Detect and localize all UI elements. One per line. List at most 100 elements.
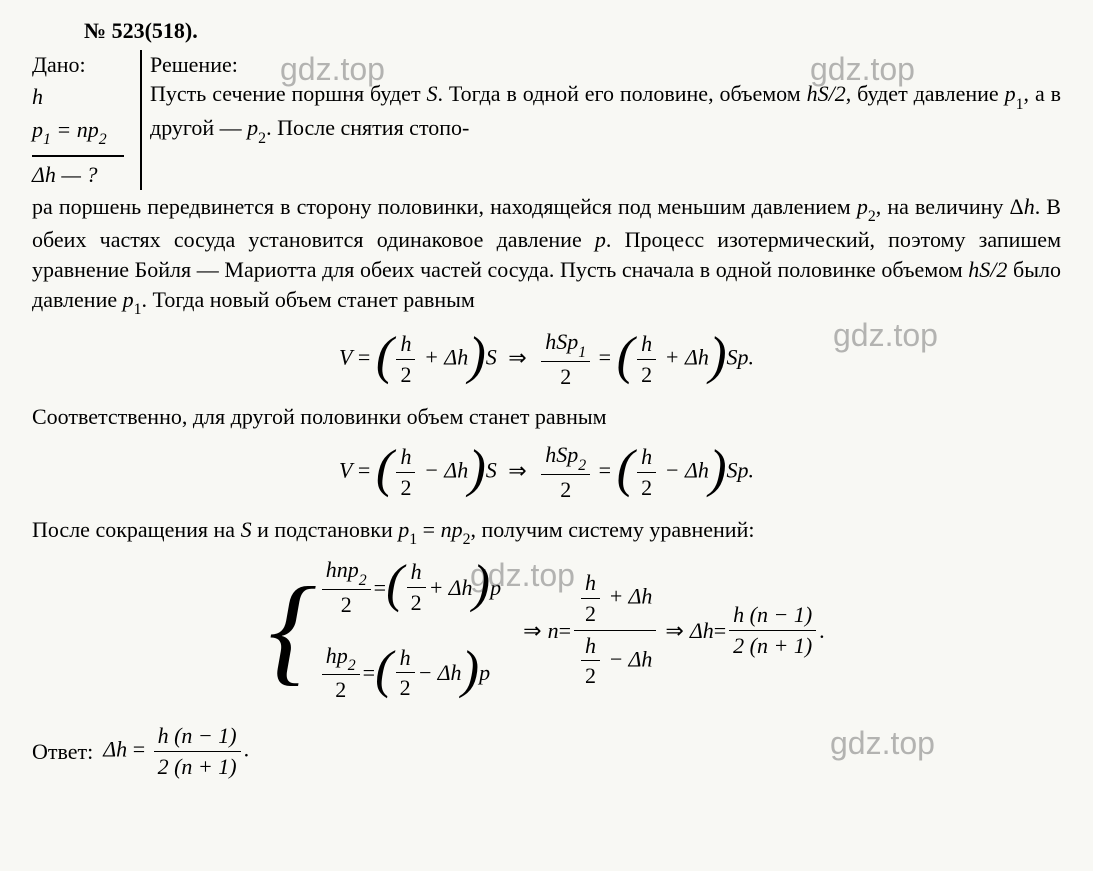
system-of-equations: { hnp22 = (h2 + Δh)p hp22 = (h2 − Δh)p ⇒… (32, 552, 1061, 709)
frac-h-2: h2 (396, 442, 415, 503)
num: hSp (545, 442, 578, 467)
question-mark: — ? (56, 162, 98, 187)
num-h: h (396, 329, 415, 360)
given-heading: Дано: (32, 50, 132, 80)
num: hp2 (322, 641, 360, 676)
frac-h-2: h2 (637, 442, 656, 503)
hp: hp (326, 643, 348, 668)
paragraph-2: Соответственно, для другой половинки объ… (32, 402, 1061, 432)
paren-l: ( (386, 549, 404, 620)
sub-1: 1 (43, 131, 51, 148)
frac-h-2: h2 (396, 643, 415, 704)
var-S: S (486, 458, 497, 483)
equals: = (593, 458, 616, 483)
paren-r: ) (462, 635, 480, 706)
paren-r: ) (709, 321, 727, 392)
var-Sp: Sp. (727, 458, 755, 483)
var-Sp: Sp. (727, 345, 755, 370)
system-eq-1: hnp22 = (h2 + Δh)p (319, 552, 501, 623)
period: . (819, 616, 825, 646)
num: hSp (545, 329, 578, 354)
given-section: Дано: h p1 = np2 Δh — ? (32, 50, 142, 190)
var-p: p (857, 194, 868, 219)
paragraph-1-top: Пусть сечение поршня будет S. Тогда в од… (150, 79, 1061, 147)
paragraph-3: После сокращения на S и подстановки p1 =… (32, 515, 1061, 549)
paren-l: ( (376, 434, 394, 505)
given-solution-block: Дано: h p1 = np2 Δh — ? Решение: Пусть с… (32, 50, 1061, 190)
minus-dh: − Δh (603, 646, 652, 671)
hnp: hnp (326, 557, 359, 582)
paren-r: ) (473, 549, 491, 620)
num-h: h (637, 442, 656, 473)
var-V: V (339, 458, 352, 483)
den: 2 (n + 1) (729, 631, 816, 662)
frac-hSp2-2: hSp22 (541, 440, 590, 505)
equals: = (417, 517, 440, 542)
problem-number: № 523(518). (32, 16, 1061, 46)
num-h: h (407, 557, 426, 588)
formula-2: V = (h2 − Δh)S ⇒ hSp22 = (h2 − Δh)Sp. (32, 437, 1061, 508)
minus-dh: − Δh (418, 658, 462, 688)
given-unknown: Δh — ? (32, 160, 132, 190)
paren-l: ( (617, 434, 635, 505)
num: h (n − 1) (729, 600, 816, 631)
var-n: n (548, 616, 559, 646)
system-eq-2: hp22 = (h2 − Δh)p (319, 638, 501, 709)
num-hSp1: hSp1 (541, 327, 590, 362)
text: , на величину Δ (876, 194, 1024, 219)
text: и подстановки (252, 517, 399, 542)
frac-answer: h (n − 1) 2 (n + 1) (729, 600, 816, 661)
frac-h-2: h2 (637, 329, 656, 390)
paren-r: ) (468, 434, 486, 505)
minus-dh: − Δh (418, 458, 468, 483)
frac-h-2-inner: h2 (581, 631, 600, 692)
var-p: p (1005, 81, 1016, 106)
var-p: p (490, 573, 501, 603)
text: . После снятия стопо- (266, 115, 469, 140)
sub-2: 2 (258, 130, 266, 147)
equals: = (593, 345, 616, 370)
sub-2: 2 (868, 208, 876, 225)
num-hSp2: hSp2 (541, 440, 590, 475)
delta-h: Δh (32, 162, 56, 187)
equals: = (714, 616, 726, 646)
frac-hSp1-2: hSp12 (541, 327, 590, 392)
var-p: p (595, 227, 606, 252)
two: 2 (581, 599, 600, 630)
solution-heading: Решение: (150, 50, 1061, 80)
num-h: h (396, 442, 415, 473)
system-body: hnp22 = (h2 + Δh)p hp22 = (h2 − Δh)p (319, 552, 501, 709)
frac-hnp2-2: hnp22 (322, 555, 371, 620)
solution-section: Решение: Пусть сечение поршня будет S. Т… (142, 50, 1061, 190)
den-2: 2 (396, 473, 415, 504)
answer-label: Ответ: (32, 737, 93, 767)
den-2: 2 (541, 362, 590, 393)
frac-hp2-2: hp22 (322, 641, 360, 706)
plus-dh: + Δh (429, 573, 473, 603)
den-2: 2 (637, 360, 656, 391)
frac-big: h2 + Δh h2 − Δh (574, 568, 656, 693)
frac-h-2: h2 (396, 329, 415, 390)
sub-1: 1 (134, 301, 142, 318)
den-2: 2 (407, 588, 426, 619)
brace-icon: { (268, 582, 316, 679)
sub-1: 1 (409, 531, 417, 548)
formula-1: V = (h2 + Δh)S ⇒ hSp12 = (h2 + Δh)Sp. (32, 324, 1061, 395)
num: hnp2 (322, 555, 371, 590)
paragraph-1-cont: ра поршень передвинется в сторону полови… (32, 192, 1061, 319)
den-2: 2 (541, 475, 590, 506)
den-2: 2 (322, 675, 360, 706)
sub-2: 2 (463, 531, 471, 548)
var-p: p (479, 658, 490, 688)
paren-l: ( (617, 321, 635, 392)
var-S: S (486, 345, 497, 370)
plus-dh: + Δh (603, 584, 652, 609)
var-p: p (398, 517, 409, 542)
sub-2: 2 (99, 131, 107, 148)
text: ра поршень передвинется в сторону полови… (32, 194, 857, 219)
den-2: 2 (396, 673, 415, 704)
paren-r: ) (709, 434, 727, 505)
var-V: V (339, 345, 352, 370)
num-h: h (637, 329, 656, 360)
arrow-icon: ⇒ (665, 616, 683, 646)
